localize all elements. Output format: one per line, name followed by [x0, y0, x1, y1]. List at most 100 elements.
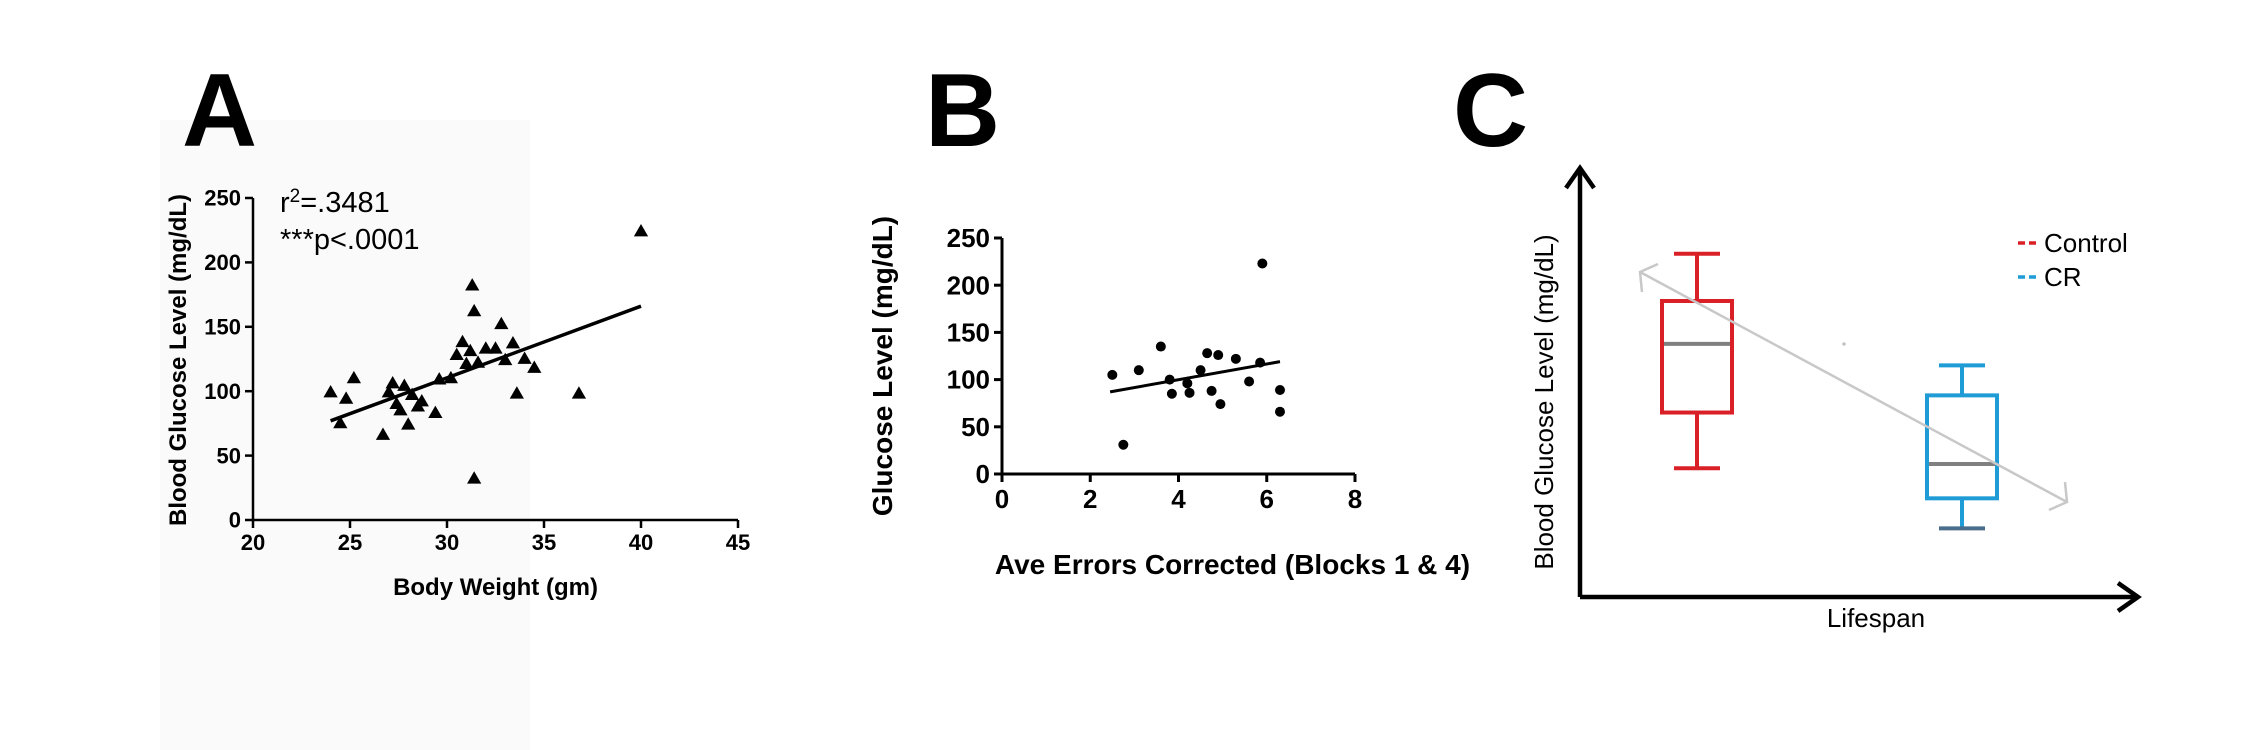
- x-tick-label: 45: [726, 530, 750, 555]
- chart-b: 0 2 4 6 8 0 50 100 150 200 250 Ave Errors Corrected…: [867, 216, 1470, 580]
- x-tick-label: 25: [338, 530, 362, 555]
- x-tick-label: 6: [1260, 484, 1274, 514]
- x-tick-label: 2: [1083, 484, 1097, 514]
- data-point: [1195, 365, 1206, 376]
- data-point: [571, 386, 587, 399]
- y-tick-label: 150: [204, 315, 241, 340]
- x-tick-label: 35: [532, 530, 556, 555]
- data-point: [449, 347, 464, 361]
- y-tick-label: 200: [947, 270, 990, 300]
- data-point: [1107, 369, 1118, 380]
- data-point: [401, 417, 416, 430]
- data-point: [488, 341, 503, 354]
- data-point: [478, 341, 493, 354]
- data-point: [333, 415, 348, 429]
- data-point: [385, 375, 400, 389]
- data-point: [633, 223, 649, 237]
- data-point: [1274, 406, 1285, 417]
- data-point: [1202, 348, 1213, 359]
- y-tick-label: 0: [976, 459, 990, 489]
- chart-a: 20 25 30 35 40 45 0 50 100 150 200 250 Body Weight (…: [165, 186, 750, 602]
- box-cr: [1925, 363, 1999, 531]
- panel-a-background: [160, 120, 530, 750]
- y-tick-label: 150: [947, 318, 990, 348]
- x-axis-title: Lifespan: [1827, 603, 1925, 633]
- y-axis-title: Glucose Level (mg/dL): [867, 216, 898, 516]
- data-point: [404, 387, 420, 400]
- legend-label-cr: CR: [2044, 262, 2082, 292]
- y-axis-title: Blood Glucose Level (mg/dL): [1529, 234, 1559, 569]
- y-tick-label: 250: [204, 186, 241, 211]
- data-point: [1244, 376, 1255, 387]
- y-tick-label: 0: [229, 508, 241, 533]
- x-tick-label: 40: [629, 530, 653, 555]
- panel-letter-a: A: [182, 53, 257, 169]
- legend: Control CR: [2018, 228, 2128, 292]
- y-tick-label: 50: [217, 443, 241, 468]
- data-point: [455, 334, 470, 348]
- data-point: [1133, 365, 1144, 376]
- data-point: [1274, 384, 1285, 395]
- data-point: [465, 278, 480, 291]
- data-point: [527, 360, 542, 373]
- stray-dot: [1842, 342, 1846, 346]
- x-tick-label: 0: [995, 484, 1009, 514]
- r-squared-annotation: r2=.3481: [280, 186, 390, 220]
- data-point: [381, 384, 396, 398]
- panel-letter-b: B: [925, 53, 1000, 169]
- data-point: [1118, 439, 1129, 450]
- x-axis-arrow: [2116, 581, 2142, 613]
- data-point: [346, 370, 362, 384]
- data-point: [338, 391, 354, 404]
- y-tick-label: 100: [947, 365, 990, 395]
- data-point: [1255, 357, 1266, 368]
- data-point: [1164, 374, 1175, 385]
- x-tick-label: 4: [1171, 484, 1186, 514]
- p-value-annotation: ***p<.0001: [280, 224, 420, 256]
- trend-arrow-line: [1639, 270, 2068, 504]
- data-point: [509, 386, 524, 399]
- data-point: [1155, 341, 1166, 352]
- data-point: [375, 427, 391, 440]
- chart-c: Lifespan Blood Glucose Level (mg/dL) Contr…: [1529, 164, 2142, 633]
- data-point: [1257, 258, 1268, 269]
- data-point: [505, 336, 521, 349]
- x-tick-label: 30: [435, 530, 459, 555]
- data-point: [463, 343, 478, 357]
- x-tick-label: 8: [1348, 484, 1362, 514]
- regression-line: [329, 304, 642, 423]
- x-axis-title: Ave Errors Corrected (Blocks 1 & 4): [995, 549, 1470, 580]
- data-point: [494, 316, 509, 330]
- data-point: [517, 351, 532, 364]
- data-point: [1166, 388, 1177, 399]
- y-tick-label: 250: [947, 223, 990, 253]
- panel-letter-c: C: [1453, 53, 1528, 169]
- interquartile-box: [1925, 393, 1999, 501]
- data-point: [414, 394, 429, 407]
- data-point: [459, 356, 474, 370]
- regression-line: [1109, 360, 1281, 394]
- legend-label-control: Control: [2044, 228, 2128, 258]
- y-axis-arrow: [1564, 164, 1596, 190]
- data-point: [1230, 353, 1241, 364]
- interquartile-box: [1660, 298, 1734, 415]
- x-axis-title: Body Weight (gm): [393, 574, 598, 601]
- data-point: [393, 403, 408, 416]
- x-tick-label: 20: [241, 530, 265, 555]
- data-point: [470, 355, 486, 368]
- data-point: [1215, 399, 1226, 410]
- y-axis-title: Blood Glucose Level (mg/dL): [165, 194, 192, 526]
- data-point: [498, 352, 513, 366]
- trend-arrow-head-end: [2048, 481, 2069, 512]
- data-point: [428, 405, 443, 418]
- data-point: [397, 378, 412, 391]
- box-control: [1660, 251, 1734, 471]
- y-tick-label: 100: [204, 379, 241, 404]
- data-point: [1213, 350, 1224, 361]
- y-tick-label: 50: [961, 412, 990, 442]
- data-point: [467, 471, 482, 484]
- data-point: [1184, 387, 1195, 398]
- data-point: [443, 370, 459, 384]
- data-point: [432, 372, 447, 385]
